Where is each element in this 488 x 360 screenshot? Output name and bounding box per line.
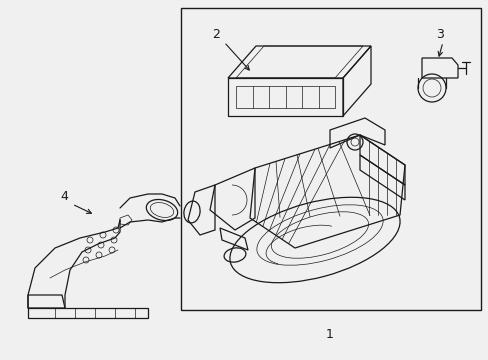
- Bar: [181, 8, 480, 310]
- Text: 1: 1: [325, 328, 333, 341]
- Text: 3: 3: [435, 28, 443, 41]
- Text: 4: 4: [60, 190, 68, 203]
- Text: 2: 2: [212, 28, 220, 41]
